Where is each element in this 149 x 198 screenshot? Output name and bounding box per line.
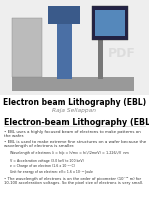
Bar — [12, 77, 134, 91]
Text: Electron beam Lithography (EBL): Electron beam Lithography (EBL) — [3, 98, 146, 107]
Text: • The wavelength of electrons is on the order of picometer (10⁻¹² m) for 10-100 : • The wavelength of electrons is on the … — [4, 177, 144, 185]
Text: • EBL is used to make extreme fine structures on a wafer because the wavelength : • EBL is used to make extreme fine struc… — [4, 140, 147, 148]
Bar — [57, 16, 72, 79]
Bar — [95, 10, 125, 36]
Text: Wavelength of electrons λ = h/p = h/mv = h/√(2meV) = 1.226/√V  nm: Wavelength of electrons λ = h/p = h/mv =… — [10, 151, 129, 155]
Text: e = Charge of an electron (1.6 x 10⁻¹⁹ C): e = Charge of an electron (1.6 x 10⁻¹⁹ C… — [10, 164, 75, 168]
Text: PDF: PDF — [108, 47, 136, 60]
Bar — [0, 0, 149, 95]
Text: • EBL uses a highly focused beam of electrons to make patterns on the wafer.: • EBL uses a highly focused beam of elec… — [4, 130, 141, 138]
Bar — [98, 36, 103, 79]
Bar — [92, 6, 128, 40]
Bar — [48, 6, 80, 24]
Text: V = Acceleration voltage (3.0 keV to 100 keV): V = Acceleration voltage (3.0 keV to 100… — [10, 159, 84, 163]
Text: Raja Sellappan: Raja Sellappan — [52, 108, 97, 113]
Bar — [12, 18, 42, 77]
Text: Unit for energy of an electron: eV= 1.6 x 10⁻¹⁹ Joule: Unit for energy of an electron: eV= 1.6 … — [10, 170, 93, 174]
Text: Electron-beam Lithography (EBL): Electron-beam Lithography (EBL) — [4, 118, 149, 127]
